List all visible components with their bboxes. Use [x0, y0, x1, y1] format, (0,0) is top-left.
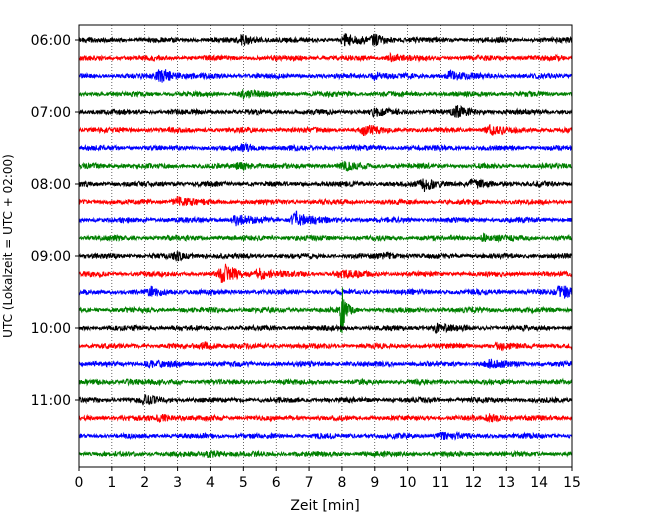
- trace-0615: [78, 51, 573, 63]
- x-tick-label: 5: [239, 475, 248, 491]
- seismic-traces: [78, 33, 573, 459]
- trace-0800: [78, 178, 573, 193]
- x-axis-title: Zeit [min]: [290, 498, 359, 514]
- trace-0700: [78, 104, 573, 118]
- trace-0830: [78, 210, 573, 227]
- trace-1045: [78, 377, 573, 387]
- trace-1130: [78, 430, 573, 441]
- trace-0815: [78, 195, 573, 207]
- x-tick-label: 10: [399, 475, 417, 491]
- y-tick-label: 07:00: [31, 105, 71, 121]
- trace-1030: [78, 358, 573, 369]
- x-axis: 0 1 2 3 4 5 6 7 8 9 10 11 12 13 14 15: [75, 467, 581, 491]
- trace-0630: [78, 69, 573, 83]
- y-tick-label: 11:00: [31, 393, 71, 409]
- x-tick-label: 2: [140, 475, 149, 491]
- trace-0600: [78, 33, 573, 47]
- y-tick-label: 08:00: [31, 177, 71, 193]
- x-tick-label: 15: [563, 475, 581, 491]
- x-tick-label: 7: [305, 475, 314, 491]
- x-tick-label: 12: [464, 475, 482, 491]
- x-tick-label: 6: [272, 475, 281, 491]
- x-tick-label: 14: [530, 475, 548, 491]
- x-tick-label: 1: [107, 475, 116, 491]
- plot-frame: [78, 24, 573, 468]
- trace-0945: [78, 287, 573, 334]
- trace-1145: [78, 449, 573, 459]
- y-axis: 06:00 07:00 08:00 09:00 10:00 11:00: [31, 33, 79, 409]
- trace-0900: [78, 251, 573, 262]
- trace-1000: [78, 322, 573, 335]
- trace-0730: [78, 141, 573, 153]
- x-tick-label: 9: [370, 475, 379, 491]
- trace-0930: [78, 285, 573, 299]
- y-tick-label: 10:00: [31, 321, 71, 337]
- y-tick-label: 09:00: [31, 249, 71, 265]
- trace-1100: [78, 394, 573, 406]
- trace-0915: [78, 263, 573, 283]
- x-tick-label: 0: [75, 475, 84, 491]
- trace-1015: [78, 340, 573, 352]
- trace-0715: [78, 124, 573, 137]
- x-tick-label: 3: [173, 475, 182, 491]
- trace-0645: [78, 88, 573, 100]
- y-axis-title: UTC (Lokalzeit = UTC + 02:00): [1, 154, 15, 338]
- x-tick-label: 11: [432, 475, 450, 491]
- trace-0845: [78, 232, 573, 244]
- trace-1115: [78, 413, 573, 423]
- x-tick-label: 4: [206, 475, 215, 491]
- trace-0745: [78, 160, 573, 172]
- x-tick-label: 13: [497, 475, 515, 491]
- x-tick-label: 8: [337, 475, 346, 491]
- y-tick-label: 06:00: [31, 33, 71, 49]
